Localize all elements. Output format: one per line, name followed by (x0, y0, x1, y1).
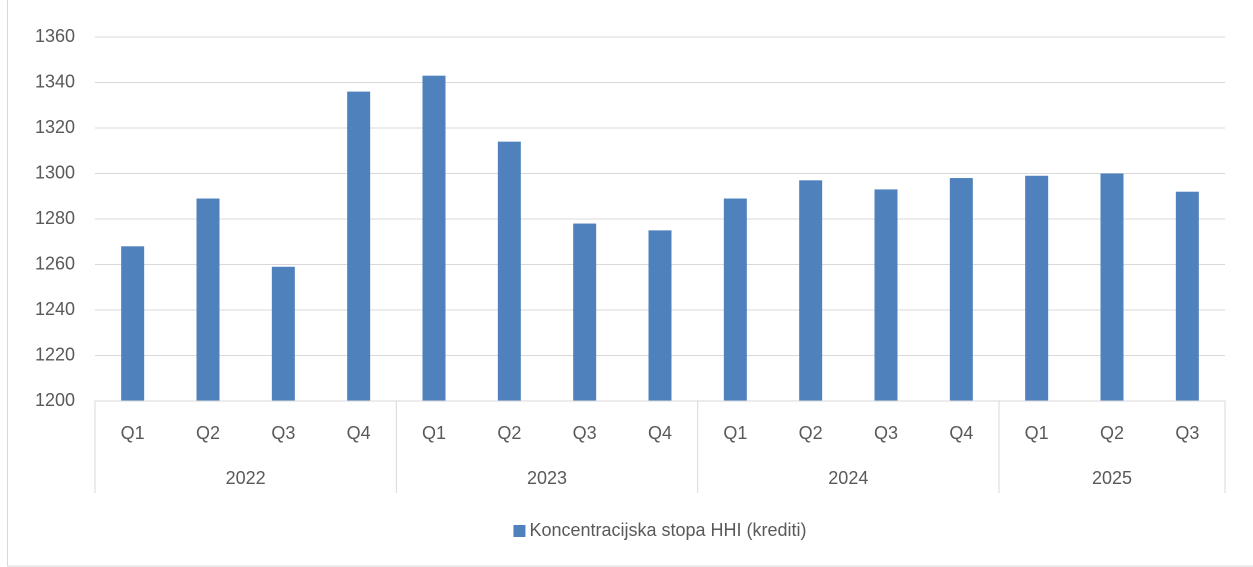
group-label: 2024 (828, 468, 868, 488)
y-tick-label: 1240 (35, 299, 75, 319)
bar (1100, 173, 1124, 401)
legend-swatch (513, 525, 526, 537)
x-tick-label: Q1 (121, 423, 145, 443)
y-tick-label: 1340 (35, 71, 75, 91)
x-tick-label: Q3 (874, 423, 898, 443)
x-tick-label: Q1 (1025, 423, 1049, 443)
y-tick-label: 1300 (35, 162, 75, 182)
y-tick-label: 1260 (35, 253, 75, 273)
chart-border (7, 0, 1253, 567)
bar (949, 178, 973, 401)
group-label: 2025 (1092, 468, 1132, 488)
group-label: 2022 (226, 468, 266, 488)
x-tick-label: Q4 (347, 423, 371, 443)
bar (196, 198, 220, 401)
x-tick-label: Q2 (799, 423, 823, 443)
bar (648, 230, 672, 401)
x-tick-label: Q3 (573, 423, 597, 443)
bar (1025, 175, 1049, 401)
x-tick-label: Q1 (422, 423, 446, 443)
bar (874, 189, 898, 401)
x-tick-label: Q4 (949, 423, 973, 443)
bar (497, 141, 521, 401)
bar (573, 223, 597, 401)
bar (347, 91, 371, 401)
y-tick-label: 1200 (35, 390, 75, 410)
bar (1175, 191, 1199, 401)
bar (121, 246, 145, 401)
bar (723, 198, 747, 401)
bar (799, 180, 823, 401)
x-tick-label: Q4 (648, 423, 672, 443)
x-tick-label: Q3 (1175, 423, 1199, 443)
x-tick-label: Q2 (497, 423, 521, 443)
bar (422, 75, 446, 402)
y-tick-label: 1280 (35, 208, 75, 228)
x-tick-label: Q2 (196, 423, 220, 443)
group-label: 2023 (527, 468, 567, 488)
y-tick-label: 1360 (35, 26, 75, 46)
legend-label: Koncentracijska stopa HHI (krediti) (529, 520, 806, 540)
x-tick-label: Q3 (271, 423, 295, 443)
bar (271, 266, 295, 401)
x-tick-label: Q1 (723, 423, 747, 443)
x-tick-label: Q2 (1100, 423, 1124, 443)
y-tick-label: 1320 (35, 117, 75, 137)
y-tick-label: 1220 (35, 344, 75, 364)
